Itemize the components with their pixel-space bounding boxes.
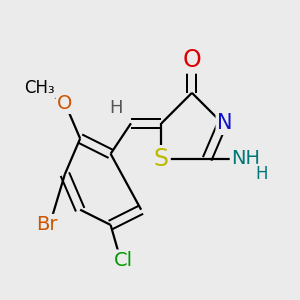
Text: Cl: Cl	[114, 251, 133, 270]
Text: H: H	[256, 165, 268, 183]
Text: NH: NH	[232, 149, 261, 168]
Text: H: H	[109, 99, 122, 117]
Text: O: O	[182, 48, 201, 72]
Text: N: N	[217, 113, 233, 133]
Text: CH₃: CH₃	[24, 79, 55, 97]
Text: O: O	[57, 94, 73, 112]
Text: S: S	[154, 147, 169, 171]
Text: Br: Br	[36, 215, 58, 234]
Text: NH: NH	[231, 149, 260, 168]
